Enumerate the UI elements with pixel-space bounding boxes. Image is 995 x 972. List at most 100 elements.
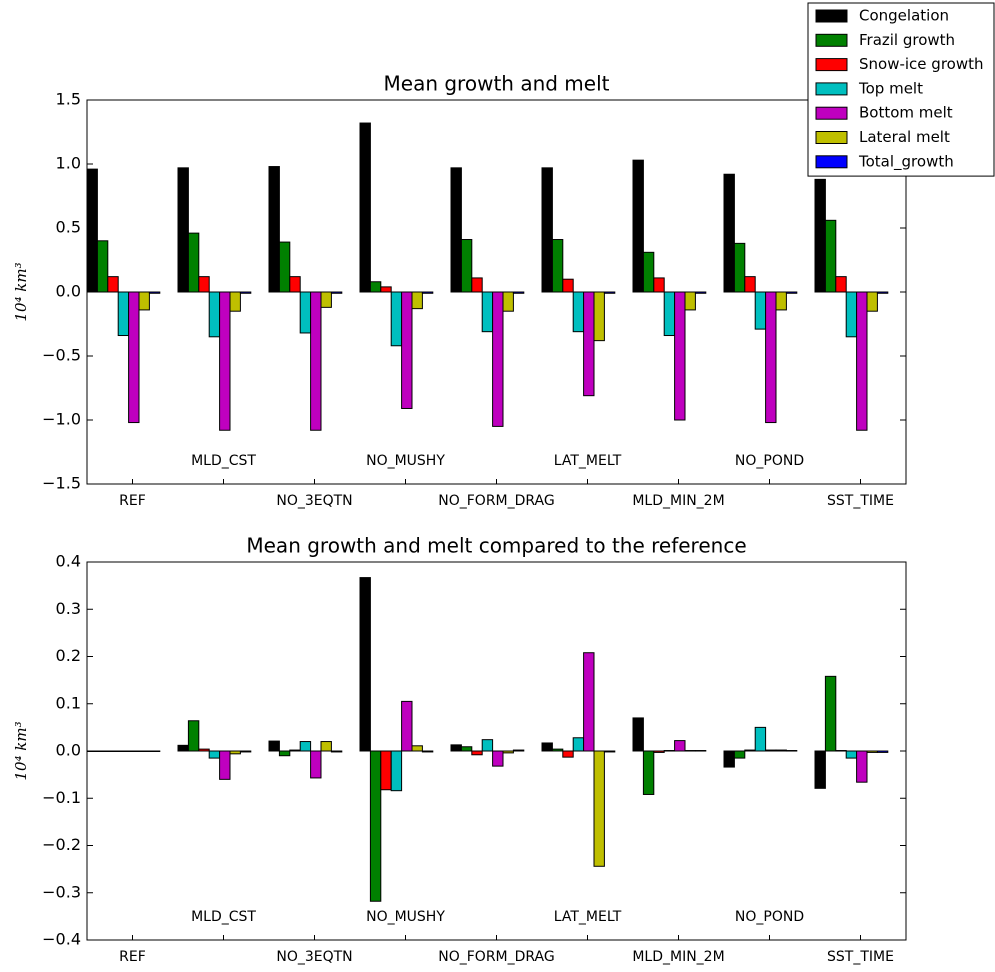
bar xyxy=(775,291,787,311)
bar xyxy=(785,291,798,294)
bar xyxy=(401,291,413,409)
bar xyxy=(562,750,574,758)
y-tick-label: −0.2 xyxy=(42,835,81,854)
x-tick-label: LAT_MELT xyxy=(554,909,622,925)
bar xyxy=(642,750,655,795)
legend-swatch xyxy=(815,9,848,23)
bar xyxy=(471,750,483,756)
y-tick-label: 0.5 xyxy=(56,218,81,237)
x-tick-label: NO_POND xyxy=(735,909,804,925)
legend-swatch xyxy=(815,58,848,72)
bar xyxy=(775,749,787,752)
bar xyxy=(268,740,280,752)
bar xyxy=(674,291,686,421)
x-tick-label: NO_3EQTN xyxy=(276,949,352,965)
bar xyxy=(148,291,161,294)
y-tick-label: 0.0 xyxy=(56,741,81,760)
bar xyxy=(603,750,616,753)
bar xyxy=(694,750,707,752)
bar xyxy=(330,750,343,753)
bar xyxy=(723,750,735,768)
bar xyxy=(219,291,231,431)
x-tick-label: SST_TIME xyxy=(827,949,894,965)
bar xyxy=(551,748,564,752)
bar xyxy=(208,750,221,759)
bar xyxy=(856,291,868,431)
bar xyxy=(694,291,707,294)
x-tick-label: NO_MUSHY xyxy=(366,909,445,925)
bar xyxy=(663,291,676,337)
legend-label: Lateral melt xyxy=(859,128,950,146)
bar xyxy=(733,242,746,293)
bar xyxy=(359,122,371,293)
bar xyxy=(744,276,756,293)
x-tick-label: MLD_MIN_2M xyxy=(632,949,724,965)
y-tick-label: −0.1 xyxy=(42,788,81,807)
bar xyxy=(765,291,777,424)
x-tick-label: LAT_MELT xyxy=(554,453,622,469)
y-tick-label: 0.0 xyxy=(56,282,81,301)
bar xyxy=(572,737,585,752)
bar xyxy=(593,750,605,867)
bar xyxy=(603,291,616,294)
bar xyxy=(785,750,798,752)
bar xyxy=(359,577,371,752)
bar xyxy=(229,291,241,312)
x-tick-label: MLD_CST xyxy=(191,453,256,469)
bar xyxy=(744,749,756,752)
bar xyxy=(814,178,826,293)
bar xyxy=(460,239,473,293)
bar xyxy=(765,749,777,752)
bar xyxy=(421,750,434,753)
bar xyxy=(330,291,343,294)
bar xyxy=(117,750,130,752)
bar xyxy=(96,240,109,293)
bar xyxy=(541,742,553,752)
bar xyxy=(733,750,746,759)
x-tick-label: SST_TIME xyxy=(827,493,894,509)
legend-swatch xyxy=(815,106,848,120)
legend-swatch xyxy=(815,155,848,169)
bar xyxy=(653,277,665,293)
y-tick-label: 1.0 xyxy=(56,154,81,173)
bar xyxy=(268,166,280,293)
y-axis-label: 10⁴ km³ xyxy=(12,262,30,321)
x-tick-label: MLD_CST xyxy=(191,909,256,925)
bar xyxy=(411,291,423,310)
bar xyxy=(684,291,696,311)
bar xyxy=(632,159,644,293)
bar xyxy=(278,750,291,757)
legend-swatch xyxy=(815,82,848,96)
bar xyxy=(460,746,473,752)
bar xyxy=(239,291,252,294)
bar xyxy=(138,750,150,752)
bar xyxy=(177,744,189,752)
x-tick-label: REF xyxy=(119,949,146,965)
bar xyxy=(107,750,119,752)
y-tick-label: 1.5 xyxy=(56,90,81,109)
x-tick-label: NO_3EQTN xyxy=(276,493,352,509)
y-tick-label: −1.0 xyxy=(42,410,81,429)
x-tick-label: NO_FORM_DRAG xyxy=(438,949,555,965)
bar xyxy=(492,291,504,427)
y-tick-label: −0.4 xyxy=(42,930,81,949)
bar xyxy=(289,749,301,752)
plot-frame xyxy=(86,561,907,941)
x-tick-label: NO_FORM_DRAG xyxy=(438,493,555,509)
chart-title: Mean growth and melt compared to the ref… xyxy=(246,534,746,558)
bar xyxy=(239,750,252,753)
bar xyxy=(814,750,826,789)
bar xyxy=(502,291,514,312)
legend-label: Congelation xyxy=(859,7,949,25)
bar xyxy=(642,251,655,293)
bar xyxy=(299,741,312,752)
bar xyxy=(856,750,868,783)
legend-swatch xyxy=(815,33,848,47)
bar xyxy=(471,277,483,293)
bar xyxy=(492,750,504,767)
x-tick-label: REF xyxy=(119,493,146,509)
bar xyxy=(198,276,210,293)
y-tick-label: 0.3 xyxy=(56,599,81,618)
bar xyxy=(198,748,210,752)
y-tick-label: 0.1 xyxy=(56,693,81,712)
